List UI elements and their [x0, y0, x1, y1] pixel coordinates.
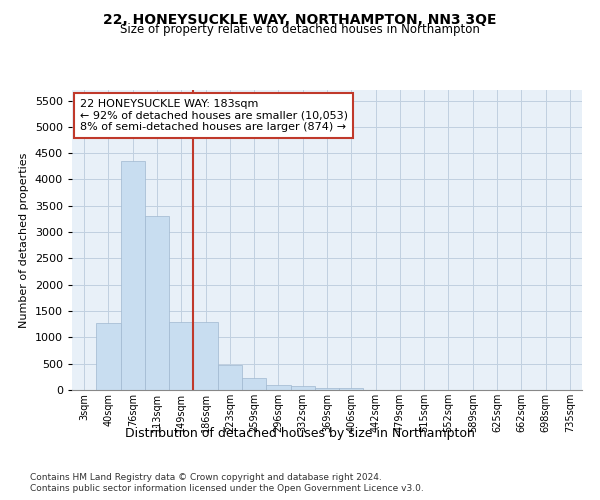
- Bar: [193, 322, 218, 390]
- Bar: [339, 388, 364, 390]
- Bar: [315, 388, 339, 390]
- Text: Size of property relative to detached houses in Northampton: Size of property relative to detached ho…: [120, 22, 480, 36]
- Y-axis label: Number of detached properties: Number of detached properties: [19, 152, 29, 328]
- Text: 22, HONEYSUCKLE WAY, NORTHAMPTON, NN3 3QE: 22, HONEYSUCKLE WAY, NORTHAMPTON, NN3 3Q…: [103, 12, 497, 26]
- Bar: [290, 386, 315, 390]
- Bar: [145, 216, 169, 390]
- Text: Contains HM Land Registry data © Crown copyright and database right 2024.: Contains HM Land Registry data © Crown c…: [30, 472, 382, 482]
- Bar: [266, 384, 290, 390]
- Text: Contains public sector information licensed under the Open Government Licence v3: Contains public sector information licen…: [30, 484, 424, 493]
- Bar: [96, 323, 121, 390]
- Bar: [169, 322, 193, 390]
- Text: Distribution of detached houses by size in Northampton: Distribution of detached houses by size …: [125, 428, 475, 440]
- Bar: [218, 365, 242, 390]
- Bar: [242, 378, 266, 390]
- Bar: [121, 161, 145, 390]
- Text: 22 HONEYSUCKLE WAY: 183sqm
← 92% of detached houses are smaller (10,053)
8% of s: 22 HONEYSUCKLE WAY: 183sqm ← 92% of deta…: [80, 99, 347, 132]
